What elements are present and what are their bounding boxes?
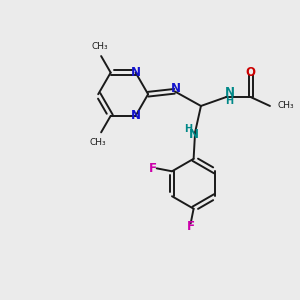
Text: N: N (224, 86, 234, 99)
Text: H: H (225, 96, 233, 106)
Text: N: N (130, 109, 141, 122)
Text: CH₃: CH₃ (91, 42, 108, 51)
Text: N: N (171, 82, 181, 95)
Text: N: N (189, 128, 199, 141)
Text: O: O (246, 66, 256, 79)
Text: H: H (184, 124, 193, 134)
Text: CH₃: CH₃ (277, 101, 294, 110)
Text: F: F (149, 162, 157, 175)
Text: F: F (187, 220, 195, 233)
Text: CH₃: CH₃ (90, 138, 106, 147)
Text: N: N (130, 66, 141, 79)
